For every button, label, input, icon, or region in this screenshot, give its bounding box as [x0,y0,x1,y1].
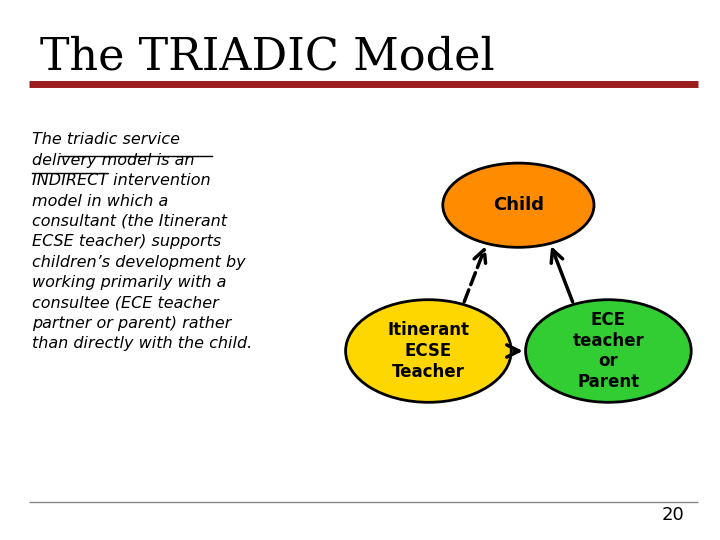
Ellipse shape [346,300,511,402]
Text: The TRIADIC Model: The TRIADIC Model [40,35,495,78]
Text: The triadic service
delivery model is an
INDIRECT intervention
model in which a
: The triadic service delivery model is an… [32,132,253,352]
Text: ECE
teacher
or
Parent: ECE teacher or Parent [572,311,644,391]
Text: 20: 20 [661,506,684,524]
Text: Itinerant
ECSE
Teacher: Itinerant ECSE Teacher [387,321,469,381]
Ellipse shape [526,300,691,402]
Ellipse shape [443,163,594,247]
Text: Child: Child [493,196,544,214]
